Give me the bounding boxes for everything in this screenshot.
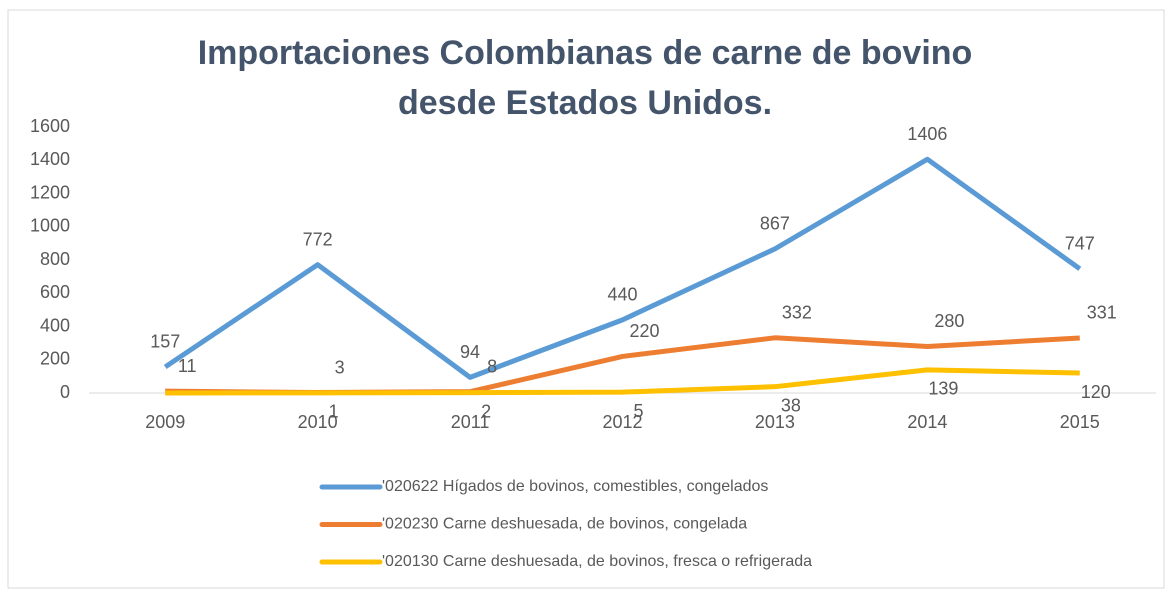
x-tick-label: 2013	[755, 412, 795, 432]
y-tick-label: 800	[40, 249, 70, 269]
data-label: 747	[1065, 234, 1095, 254]
x-tick-label: 2012	[602, 412, 642, 432]
data-label: 8	[487, 356, 497, 376]
data-label: 157	[150, 332, 180, 352]
legend-label: '020230 Carne deshuesada, de bovinos, co…	[382, 516, 747, 533]
y-tick-label: 1200	[30, 182, 70, 202]
chart-border	[7, 9, 1165, 589]
y-tick-label: 1600	[30, 116, 70, 136]
x-tick-label: 2015	[1060, 412, 1100, 432]
y-tick-label: 600	[40, 282, 70, 302]
series-line	[163, 156, 1082, 380]
y-tick-label: 1000	[30, 216, 70, 236]
data-label: 440	[607, 285, 637, 305]
x-tick-label: 2011	[451, 412, 490, 432]
data-label: 3	[335, 357, 345, 377]
legend-label: '020130 Carne deshuesada, de bovinos, fr…	[382, 553, 812, 570]
chart-title: desde Estados Unidos.	[398, 84, 772, 122]
data-label: 1	[329, 402, 339, 422]
data-label: 2	[481, 401, 491, 421]
data-label: 220	[629, 321, 659, 341]
x-tick-label: 2009	[145, 412, 185, 432]
data-label: 11	[178, 356, 197, 376]
data-label: 94	[460, 342, 480, 362]
data-label: 120	[1081, 382, 1111, 402]
series-line	[165, 367, 1080, 396]
y-tick-label: 0	[60, 382, 70, 402]
data-label: 5	[633, 401, 643, 421]
data-label: 772	[303, 229, 333, 249]
legend-label: '020622 Hígados de bovinos, comestibles,…	[382, 478, 768, 495]
data-label: 38	[781, 395, 801, 415]
x-tick-label: 2014	[907, 412, 947, 432]
data-label: 332	[782, 303, 812, 323]
y-tick-label: 200	[40, 349, 70, 369]
x-tick-label: 2010	[298, 412, 338, 432]
data-label: 1406	[907, 124, 947, 144]
data-label: 331	[1087, 303, 1117, 323]
data-label: 280	[934, 311, 964, 331]
data-label: 139	[928, 379, 958, 399]
chart-title: Importaciones Colombianas de carne de bo…	[198, 34, 973, 72]
y-tick-label: 1400	[30, 149, 70, 169]
data-label: 867	[760, 214, 790, 234]
y-tick-label: 400	[40, 315, 70, 335]
